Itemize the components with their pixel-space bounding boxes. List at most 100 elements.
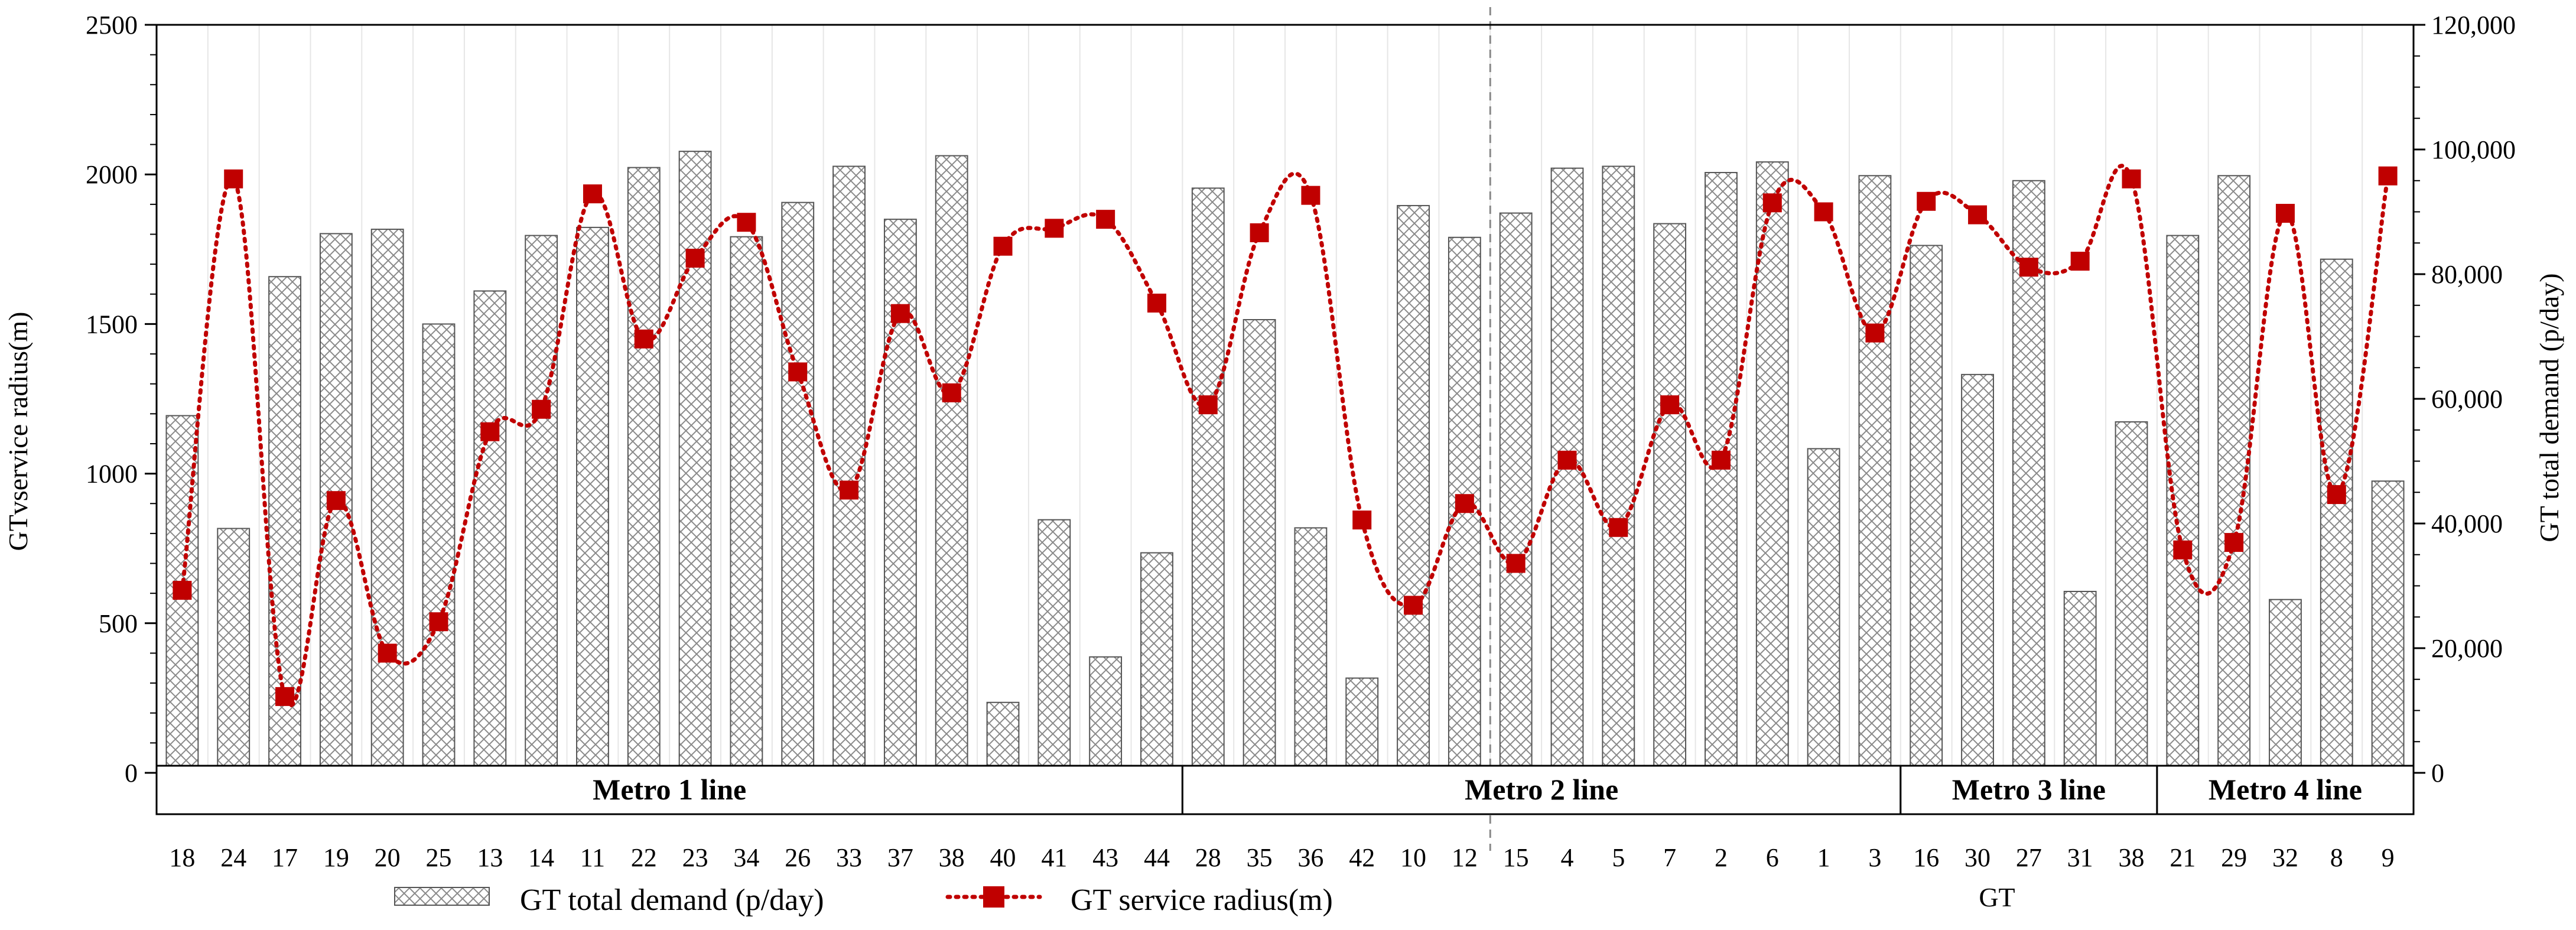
- x-category-label: 29: [2221, 843, 2247, 872]
- x-category-label: 32: [2272, 843, 2298, 872]
- demand-bar: [1910, 245, 1943, 774]
- x-category-label: 8: [2330, 843, 2343, 872]
- radius-marker: [378, 643, 397, 663]
- x-category-label: 9: [2382, 843, 2395, 872]
- radius-marker: [1762, 193, 1782, 213]
- demand-bar: [730, 236, 763, 773]
- metro-line-groups: Metro 1 line Metro 2 line Metro 3 line Metr…: [155, 765, 2415, 815]
- y2-tick-label: 0: [2431, 759, 2444, 788]
- y-tick-label: 2500: [86, 11, 138, 40]
- x-category-label: 33: [836, 843, 862, 872]
- y2-tick-label: 20,000: [2431, 634, 2503, 663]
- demand-bar: [1755, 161, 1789, 774]
- x-category-label: 16: [1913, 843, 1939, 872]
- demand-bar: [473, 290, 507, 773]
- legend-line-label: GT service radius(m): [1071, 883, 1333, 917]
- demand-bar: [1089, 656, 1123, 774]
- radius-marker: [788, 362, 808, 382]
- demand-bar: [1345, 677, 1379, 774]
- x-category-label: 36: [1297, 843, 1323, 872]
- demand-bar: [1397, 204, 1430, 773]
- demand-bar: [2012, 180, 2045, 773]
- radius-marker: [1096, 210, 1115, 229]
- y2-tick-label: 80,000: [2431, 260, 2503, 289]
- radius-marker: [1865, 323, 1885, 343]
- radius-marker: [2275, 204, 2295, 223]
- demand-bar: [627, 167, 661, 774]
- radius-marker: [275, 687, 295, 706]
- x-category-label: 3: [1868, 843, 1881, 872]
- x-category-label: 7: [1663, 843, 1676, 872]
- x-category-label: 27: [2016, 843, 2042, 872]
- radius-marker: [1506, 554, 1526, 573]
- metro-group-box: [2156, 765, 2415, 815]
- demand-bar: [217, 528, 251, 773]
- legend: GT total demand (p/day) GT service radiu…: [394, 883, 1333, 917]
- demand-bar: [1191, 187, 1225, 774]
- metro-group-label: Metro 3 line: [1952, 773, 2106, 806]
- demand-bar: [370, 229, 404, 774]
- y2-tick-label: 120,000: [2431, 11, 2516, 40]
- demand-bar: [1602, 165, 1635, 773]
- demand-bar: [2320, 258, 2353, 773]
- metro-group-box: [1900, 765, 2158, 815]
- radius-marker: [1147, 293, 1166, 313]
- y-tick-label: 0: [125, 759, 138, 788]
- legend-line-marker: [983, 886, 1004, 908]
- x-category-label: 43: [1092, 843, 1118, 872]
- y2-tick-label: 40,000: [2431, 509, 2503, 538]
- line-series: [173, 164, 2398, 707]
- metro-group-label: Metro 1 line: [593, 773, 746, 806]
- radius-marker: [890, 304, 910, 323]
- x-category-label: 35: [1247, 843, 1273, 872]
- x-category-label: 38: [2119, 843, 2145, 872]
- demand-bar: [1294, 527, 1328, 773]
- radius-marker: [532, 399, 551, 419]
- x-category-label: 37: [887, 843, 913, 872]
- demand-bar: [2166, 235, 2200, 773]
- x-category-label: 20: [375, 843, 401, 872]
- demand-bar: [1961, 373, 1994, 773]
- x-category-label: 18: [169, 843, 195, 872]
- demand-bar: [525, 235, 558, 773]
- legend-bar-label: GT total demand (p/day): [520, 883, 824, 917]
- radius-marker: [1557, 450, 1577, 470]
- x-category-label: 41: [1041, 843, 1067, 872]
- radius-marker: [2224, 533, 2244, 552]
- demand-bar: [1705, 172, 1738, 774]
- grid-lines: [156, 7, 2414, 851]
- radius-marker: [1301, 186, 1320, 205]
- x-category-label: 44: [1144, 843, 1170, 872]
- x-category-label: 34: [733, 843, 759, 872]
- x-category-label: 10: [1400, 843, 1426, 872]
- y2-axis-title: GT total demand (p/day): [2534, 273, 2564, 542]
- demand-bar: [576, 226, 609, 773]
- demand-bar: [1037, 519, 1071, 773]
- legend-bar-swatch: [394, 887, 490, 906]
- demand-bar: [2269, 599, 2302, 774]
- radius-marker: [942, 383, 961, 402]
- radius-marker: [634, 329, 653, 349]
- demand-bar: [1243, 319, 1276, 773]
- x-category-label: 30: [1964, 843, 1990, 872]
- radius-marker: [1404, 596, 1423, 615]
- metro-group-box: [1181, 765, 1902, 815]
- radius-marker: [2378, 166, 2398, 186]
- radius-marker: [2173, 540, 2193, 560]
- radius-marker: [2327, 485, 2346, 505]
- y-tick-label: 2000: [86, 160, 138, 189]
- radius-marker: [1198, 395, 1218, 415]
- y-tick-label: 1000: [86, 460, 138, 489]
- x-category-label: 42: [1349, 843, 1375, 872]
- x-category-label: 12: [1452, 843, 1478, 872]
- x-category-label: 6: [1766, 843, 1779, 872]
- radius-marker: [429, 612, 448, 632]
- demand-bar: [935, 155, 968, 773]
- x-category-label: 2: [1715, 843, 1728, 872]
- x-category-label: 40: [990, 843, 1016, 872]
- x-category-label: 24: [220, 843, 246, 872]
- x-category-label: 21: [2170, 843, 2196, 872]
- x-category-label: 5: [1612, 843, 1625, 872]
- radius-marker: [224, 169, 243, 188]
